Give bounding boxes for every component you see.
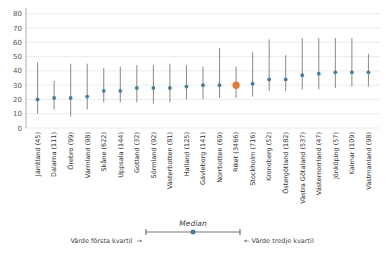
x-tick-label: Jämtland (45) — [34, 132, 42, 177]
x-tick-label: Gävleborg (141) — [199, 132, 207, 185]
y-tick-label: 30 — [13, 82, 22, 90]
iqr-line — [351, 38, 352, 87]
median-dot — [251, 82, 255, 86]
x-tick-label: Stockholm (716) — [249, 132, 257, 186]
legend-label: ← Värde tredje kvartil — [244, 237, 314, 245]
median-dot — [300, 73, 304, 77]
median-dot — [151, 86, 155, 90]
median-dot — [168, 86, 172, 90]
legend-tick — [146, 229, 147, 235]
median-dot — [267, 78, 271, 82]
x-tick-label: Gotland (32) — [133, 132, 141, 173]
iqr-line — [318, 38, 319, 89]
x-tick-label: Kalmar (109) — [348, 132, 356, 174]
iqr-line — [136, 65, 137, 102]
median-dot — [218, 83, 222, 87]
marks — [36, 38, 371, 117]
x-tick-label: Sörmland (92) — [150, 132, 158, 178]
median-dot — [201, 83, 205, 87]
y-tick-label: 20 — [13, 96, 22, 104]
y-tick-label: 70 — [13, 25, 22, 33]
iqr-line — [153, 65, 154, 104]
median-dot — [36, 98, 40, 102]
iqr-line — [203, 67, 204, 100]
x-tick-label: Dalarna (111) — [50, 132, 58, 177]
grid — [26, 14, 380, 128]
median-dot — [185, 85, 189, 89]
iqr-line — [103, 68, 104, 102]
iqr-line — [120, 67, 121, 103]
x-tick-label: Norrbotten (69) — [216, 132, 224, 183]
iqr-line — [302, 38, 303, 89]
iqr-line — [87, 64, 88, 110]
iqr-line — [368, 54, 369, 87]
chart: 0 10 20 30 40 50 60 70 80 Jämtland (45) Dalarna (1… — [0, 0, 386, 254]
iqr-line — [219, 48, 220, 98]
median-dot — [333, 70, 337, 74]
iqr-line — [37, 62, 38, 113]
grid-line — [26, 28, 380, 29]
legend-label: Median — [179, 219, 207, 228]
y-tick-label: 10 — [13, 110, 22, 118]
median-dot — [317, 72, 321, 76]
median-dot — [367, 70, 371, 74]
y-tick-label: 50 — [13, 53, 22, 61]
x-tick-label: Skåne (622) — [100, 132, 108, 171]
grid-line — [26, 56, 380, 57]
y-tick-label: 60 — [13, 39, 22, 47]
y-tick-label: 0 — [18, 125, 22, 133]
grid-line — [26, 42, 380, 43]
x-tick-label: Västra Götaland (537) — [299, 132, 307, 204]
x-tick-label: Örebro (99) — [67, 132, 75, 170]
median-dot — [284, 78, 288, 82]
iqr-line — [169, 64, 170, 103]
grid-line — [26, 13, 380, 14]
median-dot — [85, 95, 89, 99]
median-dot — [135, 86, 139, 90]
x-tick-label: Västerbotten (81) — [166, 132, 174, 189]
median-dot — [350, 70, 354, 74]
iqr-line — [335, 38, 336, 88]
x-tick-label: Kronoberg (52) — [265, 132, 273, 181]
x-tick-label: Halland (125) — [183, 132, 191, 176]
legend: Median Värde första kvartil → ← Värde tred… — [70, 219, 313, 245]
iqr-line — [269, 39, 270, 90]
x-tick-label: Östergötland (182) — [282, 132, 290, 194]
median-dot — [102, 89, 106, 93]
grid-line — [26, 113, 380, 114]
iqr-line — [70, 64, 71, 117]
iqr-line — [186, 65, 187, 99]
legend-tick — [240, 229, 241, 235]
x-tick-label: Västernorrland (47) — [315, 132, 323, 195]
iqr-line — [285, 55, 286, 91]
x-tick-label: Värmland (98) — [84, 132, 92, 178]
y-tick-label: 40 — [13, 67, 22, 75]
median-dot — [118, 89, 122, 93]
x-tick-label: Uppsala (144) — [117, 132, 125, 178]
legend-label: Värde första kvartil → — [70, 237, 142, 245]
grid-line — [26, 128, 380, 129]
x-tick-label: Västmanland (98) — [365, 132, 373, 190]
iqr-line — [252, 52, 253, 96]
legend-dot — [191, 230, 196, 235]
y-tick-label: 80 — [13, 10, 22, 18]
y-axis-line — [26, 8, 27, 128]
median-dot — [52, 96, 56, 100]
x-tick-label: Jönköping (57) — [332, 132, 340, 180]
x-tick-label: Riket (3466) — [232, 132, 240, 172]
median-dot — [232, 82, 239, 89]
iqr-line — [54, 81, 55, 110]
median-dot — [69, 96, 73, 100]
